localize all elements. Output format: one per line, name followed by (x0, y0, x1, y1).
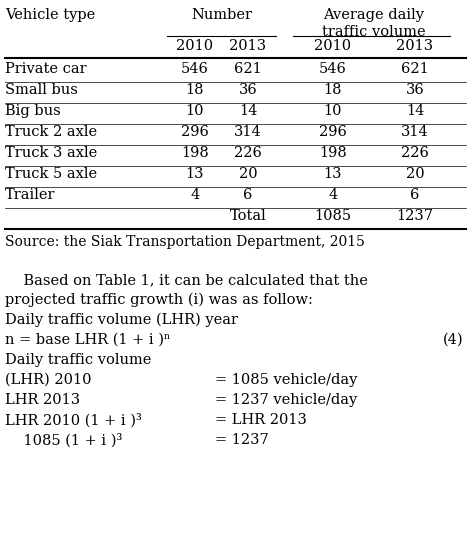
Text: 621: 621 (234, 62, 262, 76)
Text: 10: 10 (324, 104, 342, 118)
Text: 621: 621 (401, 62, 429, 76)
Text: Daily traffic volume (LHR) year: Daily traffic volume (LHR) year (5, 313, 238, 327)
Text: 36: 36 (238, 83, 257, 97)
Text: Small bus: Small bus (5, 83, 78, 97)
Text: 6: 6 (243, 188, 253, 202)
Text: 13: 13 (324, 167, 342, 181)
Text: 198: 198 (181, 146, 209, 160)
Text: = 1237 vehicle/day: = 1237 vehicle/day (215, 393, 357, 407)
Text: Big bus: Big bus (5, 104, 61, 118)
Text: (LHR) 2010: (LHR) 2010 (5, 373, 91, 387)
Text: 20: 20 (406, 167, 424, 181)
Text: 20: 20 (239, 167, 257, 181)
Text: Total: Total (229, 209, 266, 223)
Text: LHR 2013: LHR 2013 (5, 393, 80, 407)
Text: 1085 (1 + i )³: 1085 (1 + i )³ (5, 433, 122, 447)
Text: Truck 3 axle: Truck 3 axle (5, 146, 97, 160)
Text: 6: 6 (410, 188, 419, 202)
Text: Number: Number (191, 8, 252, 22)
Text: Average daily
traffic volume: Average daily traffic volume (322, 8, 426, 39)
Text: 546: 546 (181, 62, 209, 76)
Text: 2010: 2010 (314, 39, 352, 53)
Text: Vehicle type: Vehicle type (5, 8, 95, 22)
Text: = LHR 2013: = LHR 2013 (215, 413, 307, 427)
Text: 36: 36 (406, 83, 424, 97)
Text: 296: 296 (181, 125, 209, 139)
Text: 18: 18 (324, 83, 342, 97)
Text: = 1085 vehicle/day: = 1085 vehicle/day (215, 373, 357, 387)
Text: 314: 314 (234, 125, 262, 139)
Text: 1237: 1237 (396, 209, 434, 223)
Text: 296: 296 (319, 125, 347, 139)
Text: 314: 314 (401, 125, 429, 139)
Text: 546: 546 (319, 62, 347, 76)
Text: 2013: 2013 (229, 39, 266, 53)
Text: Daily traffic volume: Daily traffic volume (5, 353, 151, 367)
Text: 13: 13 (186, 167, 204, 181)
Text: 198: 198 (319, 146, 347, 160)
Text: = 1237: = 1237 (215, 433, 269, 447)
Text: 10: 10 (186, 104, 204, 118)
Text: Trailer: Trailer (5, 188, 55, 202)
Text: 18: 18 (186, 83, 204, 97)
Text: (4): (4) (443, 333, 464, 347)
Text: LHR 2010 (1 + i )³: LHR 2010 (1 + i )³ (5, 413, 142, 427)
Text: 2010: 2010 (176, 39, 214, 53)
Text: projected traffic growth (i) was as follow:: projected traffic growth (i) was as foll… (5, 293, 313, 307)
Text: 4: 4 (191, 188, 200, 202)
Text: 2013: 2013 (396, 39, 434, 53)
Text: 1085: 1085 (314, 209, 352, 223)
Text: Truck 2 axle: Truck 2 axle (5, 125, 97, 139)
Text: n = base LHR (1 + i )ⁿ: n = base LHR (1 + i )ⁿ (5, 333, 170, 347)
Text: 226: 226 (401, 146, 429, 160)
Text: 226: 226 (234, 146, 262, 160)
Text: Private car: Private car (5, 62, 87, 76)
Text: 14: 14 (239, 104, 257, 118)
Text: 14: 14 (406, 104, 424, 118)
Text: Based on Table 1, it can be calculated that the: Based on Table 1, it can be calculated t… (5, 273, 368, 287)
Text: Truck 5 axle: Truck 5 axle (5, 167, 97, 181)
Text: 4: 4 (328, 188, 337, 202)
Text: Source: the Siak Transportation Department, 2015: Source: the Siak Transportation Departme… (5, 235, 365, 249)
